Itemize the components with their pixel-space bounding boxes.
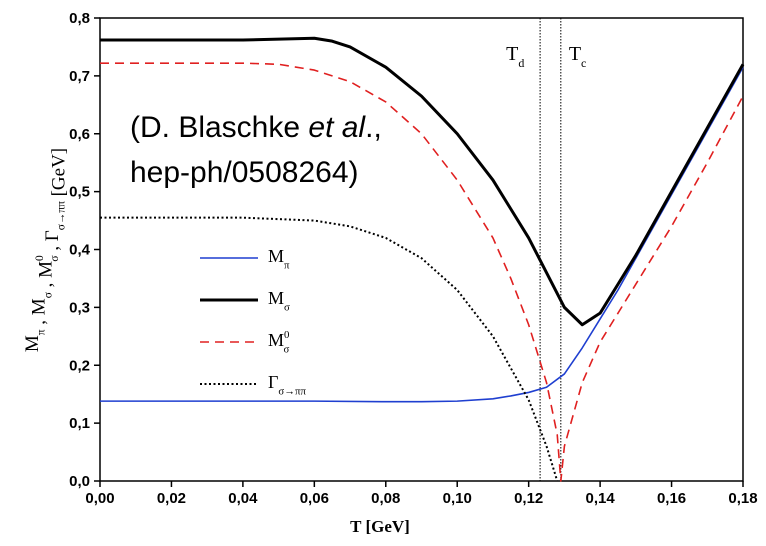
label-sub: c: [581, 56, 586, 70]
series-line: [100, 66, 744, 403]
citation-part: .,: [365, 111, 382, 144]
y-tick-label: 0,2: [69, 357, 90, 374]
y-tick-label: 0,5: [69, 184, 90, 201]
x-tick-label: 0,10: [443, 490, 472, 507]
label-sub: d: [518, 56, 524, 70]
series-line: [100, 62, 744, 482]
y-tick-label: 0,3: [69, 299, 90, 316]
y-tick-label: 0,1: [69, 415, 90, 432]
label-sup: 0: [284, 329, 289, 341]
series-line: [100, 36, 745, 327]
x-tick-label: 0,06: [300, 490, 329, 507]
x-tick-label: 0,02: [157, 490, 186, 507]
label-sub: σ: [284, 301, 290, 313]
label-text: ,: [29, 315, 50, 329]
label-text: M: [35, 261, 56, 278]
y-tick-label: 0,8: [69, 10, 90, 27]
label-text: T: [506, 43, 518, 65]
label-text: M: [22, 335, 43, 352]
label-text: ,: [35, 278, 56, 292]
y-tick-label: 0,7: [69, 68, 90, 85]
y-tick-label: 0,0: [69, 473, 90, 490]
x-tick-label: 0,12: [514, 490, 543, 507]
x-tick-label: 0,18: [728, 490, 757, 507]
x-tick-label: 0,08: [371, 490, 400, 507]
label-sub: σ: [283, 343, 289, 355]
plot-frame: [99, 17, 744, 482]
label-text: ,: [42, 241, 63, 255]
label-sub: σ: [42, 292, 54, 298]
label-sub: π: [36, 329, 48, 335]
label-text: Γ: [268, 372, 278, 392]
x-tick-label: 0,14: [586, 490, 616, 507]
y-axis-label: Mπ , Mσ , M0 σ , Γσ→ππ [GeV]: [22, 148, 70, 352]
label-sub: σ: [49, 255, 61, 261]
label-text: [GeV]: [49, 148, 70, 201]
label-sup: 0: [34, 255, 46, 261]
x-axis-label: T [GeV]: [350, 517, 410, 536]
label-text: T: [569, 43, 581, 65]
citation-part: et al: [308, 111, 366, 144]
reference-label: Tc: [569, 43, 587, 70]
x-tick-label: 0,16: [657, 490, 686, 507]
x-tick-label: 0,04: [228, 490, 258, 507]
reference-label: Td: [506, 43, 524, 70]
legend-label: Mπ: [268, 246, 290, 271]
y-tick-label: 0,4: [69, 242, 91, 259]
label-text: Γ: [42, 230, 63, 241]
citation-part: (D. Blaschke: [130, 111, 308, 144]
label-text: M: [29, 298, 50, 315]
citation: (D. Blaschke et al.,: [130, 111, 382, 144]
label-text: M: [268, 330, 284, 350]
legend-label: Mσ: [268, 288, 290, 313]
y-tick-label: 0,6: [69, 126, 90, 143]
legend-label: Γσ→ππ: [268, 372, 306, 397]
label-text: M: [268, 288, 284, 308]
label-sub: π: [284, 259, 290, 271]
label-sub: σ→ππ: [56, 201, 68, 230]
citation: hep-ph/0508264): [130, 156, 359, 189]
label-sub: σ→ππ: [278, 385, 306, 397]
legend-label: M0 σ: [268, 329, 289, 355]
series-line: [100, 216, 559, 482]
label-text: M: [268, 246, 284, 266]
x-tick-label: 0,00: [85, 490, 114, 507]
